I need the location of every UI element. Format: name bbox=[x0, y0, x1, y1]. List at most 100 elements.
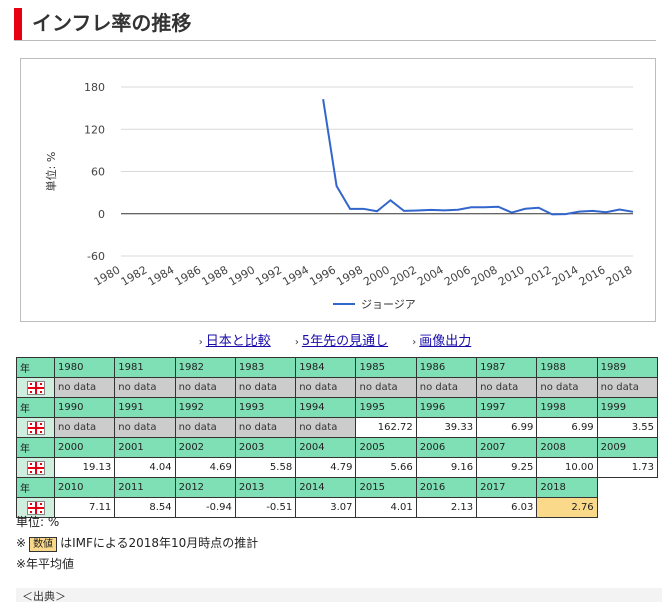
empty-cell bbox=[597, 498, 657, 518]
page-title: インフレ率の推移 bbox=[32, 11, 192, 35]
country-flag-cell bbox=[16, 497, 55, 518]
unit-note: 単位: % bbox=[16, 515, 60, 529]
value-cell: 6.03 bbox=[476, 497, 538, 518]
country-flag-cell bbox=[16, 457, 55, 478]
x-tick-label: 1982 bbox=[119, 263, 150, 288]
x-tick-label: 2004 bbox=[415, 263, 446, 288]
y-tick-label: 180 bbox=[84, 81, 105, 94]
year-cell: 1997 bbox=[476, 397, 538, 418]
value-cell: -0.94 bbox=[174, 497, 236, 518]
value-cell: no data bbox=[174, 417, 236, 438]
empty-cell bbox=[597, 478, 657, 498]
value-cell: 9.16 bbox=[415, 457, 478, 478]
year-cell: 1999 bbox=[596, 397, 658, 418]
year-cell: 1985 bbox=[355, 357, 417, 378]
x-tick-label: 2014 bbox=[550, 263, 581, 288]
value-cell: 162.72 bbox=[355, 417, 417, 438]
year-cell: 2012 bbox=[174, 477, 236, 498]
georgia-flag-icon bbox=[26, 380, 45, 395]
year-cell: 1994 bbox=[295, 397, 357, 418]
value-cell: 5.58 bbox=[234, 457, 297, 478]
georgia-flag-icon bbox=[26, 460, 45, 475]
x-tick-label: 2016 bbox=[577, 263, 608, 288]
page-header: インフレ率の推移 bbox=[14, 8, 656, 41]
x-tick-label: 1994 bbox=[280, 263, 311, 288]
year-cell: 2003 bbox=[234, 437, 297, 458]
inflation-table: 年 1980 1981 1982 1983 1984 1985 1986 1987 1988 198… bbox=[16, 357, 658, 518]
year-header-row: 年 1990 1991 1992 1993 1994 1995 1996 1997 1998 199… bbox=[16, 397, 658, 418]
year-cell: 2018 bbox=[536, 477, 598, 498]
image-export-link[interactable]: › 画像出力 bbox=[412, 330, 471, 349]
value-cell: no data bbox=[114, 377, 176, 398]
year-cell: 1998 bbox=[536, 397, 598, 418]
value-cell: 10.00 bbox=[536, 457, 598, 478]
value-cell: no data bbox=[114, 417, 176, 438]
source-heading: ＜出典＞ bbox=[16, 588, 662, 603]
notes: 単位: % ※ 数値 はIMFによる2018年10月時点の推計 ※年平均値 bbox=[16, 512, 258, 575]
y-axis-label: 単位: % bbox=[44, 152, 58, 192]
year-cell: 2007 bbox=[476, 437, 538, 458]
x-tick-label: 1984 bbox=[146, 263, 177, 288]
value-cell: no data bbox=[536, 377, 598, 398]
value-cell: 7.11 bbox=[53, 497, 116, 518]
value-cell: 3.55 bbox=[596, 417, 658, 438]
year-cell: 1993 bbox=[234, 397, 297, 418]
value-cell: no data bbox=[234, 377, 297, 398]
value-cell: no data bbox=[295, 417, 357, 438]
year-cell: 1989 bbox=[596, 357, 658, 378]
country-flag-cell bbox=[16, 417, 55, 438]
chart-container: 180 120 60 0 -60 1980 1982 1984 1986 1988 1990 1992… bbox=[20, 58, 656, 322]
year-header-row: 年 1980 1981 1982 1983 1984 1985 1986 1987 1988 198… bbox=[16, 357, 658, 378]
georgia-flag-icon bbox=[26, 500, 45, 515]
x-tick-label: 2018 bbox=[604, 263, 635, 288]
x-tick-label: 2010 bbox=[496, 263, 527, 288]
x-tick-label: 1990 bbox=[226, 263, 257, 288]
value-cell: 4.04 bbox=[114, 457, 176, 478]
country-flag-cell bbox=[16, 377, 55, 398]
year-cell: 2017 bbox=[476, 477, 538, 498]
five-year-outlook-link[interactable]: › 5年先の見通し bbox=[295, 330, 388, 349]
value-cell: no data bbox=[53, 377, 116, 398]
y-tick-label: -60 bbox=[87, 250, 105, 263]
year-cell: 2008 bbox=[536, 437, 598, 458]
year-cell: 1996 bbox=[415, 397, 478, 418]
georgia-flag-icon bbox=[26, 420, 45, 435]
year-cell: 2002 bbox=[174, 437, 236, 458]
year-cell: 2011 bbox=[114, 477, 176, 498]
x-tick-label: 1998 bbox=[334, 263, 365, 288]
x-tick-label: 1986 bbox=[173, 263, 204, 288]
annual-average-note: ※年平均値 bbox=[16, 557, 75, 571]
year-cell: 2014 bbox=[295, 477, 357, 498]
chevron-right-icon: › bbox=[198, 337, 203, 348]
year-cell: 1988 bbox=[536, 357, 598, 378]
value-cell: 4.69 bbox=[174, 457, 236, 478]
year-cell: 2016 bbox=[415, 477, 478, 498]
value-cell: no data bbox=[415, 377, 478, 398]
year-cell: 1982 bbox=[174, 357, 236, 378]
year-row-label: 年 bbox=[16, 477, 55, 498]
estimate-note: ※ 数値 はIMFによる2018年10月時点の推計 bbox=[16, 533, 258, 554]
year-cell: 2005 bbox=[355, 437, 417, 458]
x-tick-label: 2006 bbox=[442, 263, 473, 288]
value-cell: 4.01 bbox=[355, 497, 417, 518]
year-cell: 1991 bbox=[114, 397, 176, 418]
compare-with-japan-link[interactable]: › 日本と比較 bbox=[199, 330, 271, 349]
chevron-right-icon: › bbox=[294, 337, 299, 348]
value-cell: no data bbox=[476, 377, 538, 398]
year-cell: 2006 bbox=[415, 437, 478, 458]
year-cell: 1995 bbox=[355, 397, 417, 418]
value-cell: no data bbox=[355, 377, 417, 398]
estimate-value-cell: 2.76 bbox=[536, 497, 598, 518]
legend-label: ジョージア bbox=[361, 298, 416, 311]
estimate-note-text: はIMFによる2018年10月時点の推計 bbox=[60, 536, 259, 550]
x-tick-label: 2012 bbox=[523, 263, 554, 288]
year-row-label: 年 bbox=[16, 437, 55, 458]
year-header-row: 年 2010 2011 2012 2013 2014 2015 2016 2017 2018 bbox=[16, 477, 658, 498]
five-year-outlook-label: 5年先の見通し bbox=[301, 334, 389, 349]
year-cell: 1992 bbox=[174, 397, 236, 418]
year-cell: 1983 bbox=[234, 357, 297, 378]
value-row: 19.13 4.04 4.69 5.58 4.79 5.66 9.16 9.25 10.00 1.… bbox=[16, 457, 658, 478]
year-cell: 1980 bbox=[53, 357, 116, 378]
year-cell: 1984 bbox=[295, 357, 357, 378]
year-cell: 1987 bbox=[476, 357, 538, 378]
